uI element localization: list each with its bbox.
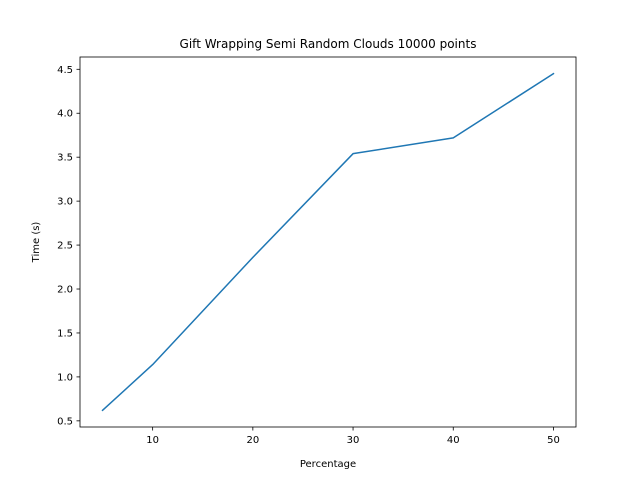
y-tick-label: 2.5 [57, 241, 73, 252]
x-tick-label: 20 [246, 435, 259, 446]
y-axis-label: Time (s) [31, 222, 42, 264]
axes-frame [79, 56, 577, 428]
x-tick-label: 10 [146, 435, 159, 446]
y-tick-label: 1.5 [57, 328, 73, 339]
y-tick-label: 1.0 [57, 372, 73, 383]
y-tick-label: 2.0 [57, 285, 73, 296]
y-tick-label: 3.5 [57, 153, 73, 164]
chart-title: Gift Wrapping Semi Random Clouds 10000 p… [180, 37, 477, 51]
x-axis-label: Percentage [300, 459, 356, 470]
x-tick-label: 50 [547, 435, 560, 446]
series-line-0 [101, 72, 555, 412]
x-tick-label: 40 [447, 435, 460, 446]
x-tick-label: 30 [347, 435, 360, 446]
y-tick-label: 4.0 [57, 109, 73, 120]
y-tick-label: 3.0 [57, 197, 73, 208]
plot-area: 10 20 30 40 50 0.5 1.0 1.5 2.0 2.5 3.0 3.5 4.0 4.5 [57, 56, 577, 446]
y-tick-label: 0.5 [57, 416, 73, 427]
y-tick-label: 4.5 [57, 65, 73, 76]
